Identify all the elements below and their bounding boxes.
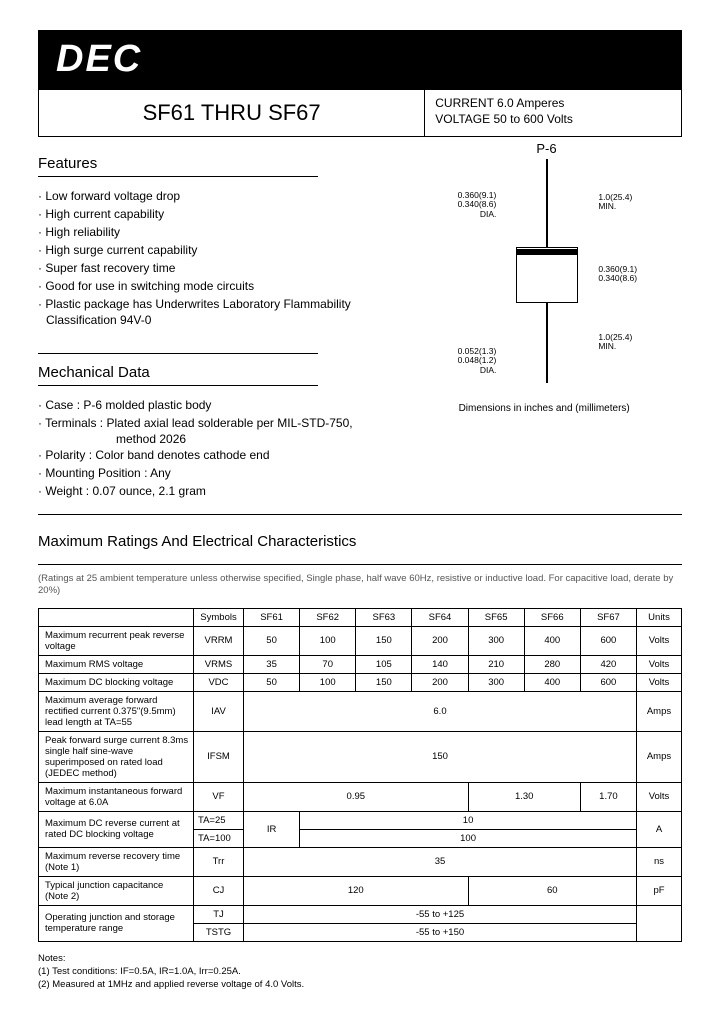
divider bbox=[38, 385, 318, 386]
lead-top-line bbox=[546, 159, 548, 247]
features-heading: Features bbox=[38, 155, 396, 172]
note-item: (2) Measured at 1MHz and applied reverse… bbox=[38, 978, 682, 991]
table-row: Typical junction capacitance (Note 2)CJ1… bbox=[39, 876, 682, 905]
voltage-spec: VOLTAGE 50 to 600 Volts bbox=[435, 112, 671, 128]
logo-text: DEC bbox=[56, 38, 142, 80]
feature-item: Low forward voltage drop bbox=[38, 187, 396, 205]
notes-head: Notes: bbox=[38, 952, 682, 965]
title-row: SF61 THRU SF67 CURRENT 6.0 Amperes VOLTA… bbox=[38, 89, 682, 137]
mech-indent: method 2026 bbox=[38, 432, 396, 446]
specs-summary: CURRENT 6.0 Amperes VOLTAGE 50 to 600 Vo… bbox=[425, 90, 681, 136]
mech-item: Case : P-6 molded plastic body bbox=[38, 396, 396, 414]
logo-bar: DEC bbox=[38, 30, 682, 89]
package-label: P-6 bbox=[536, 141, 556, 156]
table-header-row: Symbols SF61 SF62 SF63 SF64 SF65 SF66 SF… bbox=[39, 608, 682, 626]
dim-body: 0.360(9.1) 0.340(8.6) bbox=[598, 265, 637, 284]
ratings-table: Symbols SF61 SF62 SF63 SF64 SF65 SF66 SF… bbox=[38, 608, 682, 942]
mech-item: Polarity : Color band denotes cathode en… bbox=[38, 446, 396, 464]
dim-len-bot: 1.0(25.4) MIN. bbox=[598, 333, 632, 352]
feature-item: High surge current capability bbox=[38, 241, 396, 259]
ratings-note: (Ratings at 25 ambient temperature unles… bbox=[38, 573, 682, 598]
feature-indent: Classification 94V-0 bbox=[38, 313, 396, 327]
body-outline bbox=[516, 247, 578, 303]
table-row: Maximum average forward rectified curren… bbox=[39, 691, 682, 731]
table-row: Maximum DC reverse current at rated DC b… bbox=[39, 811, 682, 829]
feature-item: High reliability bbox=[38, 223, 396, 241]
mech-item: Terminals : Plated axial lead solderable… bbox=[38, 414, 396, 432]
mechanical-heading: Mechanical Data bbox=[38, 364, 396, 381]
feature-item: Super fast recovery time bbox=[38, 259, 396, 277]
package-diagram: P-6 0.360(9.1) 0.340(8.6) DIA. 1.0(25.4)… bbox=[406, 137, 682, 397]
current-spec: CURRENT 6.0 Amperes bbox=[435, 96, 671, 112]
feature-item: High current capability bbox=[38, 205, 396, 223]
table-row: Maximum DC blocking voltageVDC5010015020… bbox=[39, 673, 682, 691]
table-row: Maximum RMS voltageVRMS35701051402102804… bbox=[39, 655, 682, 673]
mech-item: Mounting Position : Any bbox=[38, 464, 396, 482]
table-row: Maximum instantaneous forward voltage at… bbox=[39, 782, 682, 811]
table-row: Peak forward surge current 8.3ms single … bbox=[39, 731, 682, 782]
table-row: Maximum reverse recovery time (Note 1)Tr… bbox=[39, 847, 682, 876]
product-range: SF61 THRU SF67 bbox=[39, 90, 425, 136]
diagram-caption: Dimensions in inches and (millimeters) bbox=[406, 403, 682, 414]
cathode-band bbox=[516, 249, 578, 255]
divider bbox=[38, 353, 318, 354]
mechanical-list: Case : P-6 molded plastic body Terminals… bbox=[38, 396, 396, 432]
feature-item: Plastic package has Underwrites Laborato… bbox=[38, 295, 396, 313]
table-row: Operating junction and storage temperatu… bbox=[39, 905, 682, 923]
mech-item: Weight : 0.07 ounce, 2.1 gram bbox=[38, 482, 396, 500]
dim-dia: 0.360(9.1) 0.340(8.6) DIA. bbox=[436, 191, 496, 219]
lead-bot-line bbox=[546, 303, 548, 383]
feature-item: Good for use in switching mode circuits bbox=[38, 277, 396, 295]
dim-lead: 0.052(1.3) 0.048(1.2) DIA. bbox=[436, 347, 496, 375]
divider bbox=[38, 514, 682, 515]
divider bbox=[38, 176, 318, 177]
footnotes: Notes: (1) Test conditions: IF=0.5A, IR=… bbox=[38, 952, 682, 992]
note-item: (1) Test conditions: IF=0.5A, IR=1.0A, I… bbox=[38, 965, 682, 978]
mechanical-list-2: Polarity : Color band denotes cathode en… bbox=[38, 446, 396, 500]
table-row: Maximum recurrent peak reverse voltageVR… bbox=[39, 626, 682, 655]
ratings-heading: Maximum Ratings And Electrical Character… bbox=[38, 533, 682, 550]
dim-len-top: 1.0(25.4) MIN. bbox=[598, 193, 632, 212]
divider bbox=[38, 564, 682, 565]
features-list: Low forward voltage drop High current ca… bbox=[38, 187, 396, 313]
